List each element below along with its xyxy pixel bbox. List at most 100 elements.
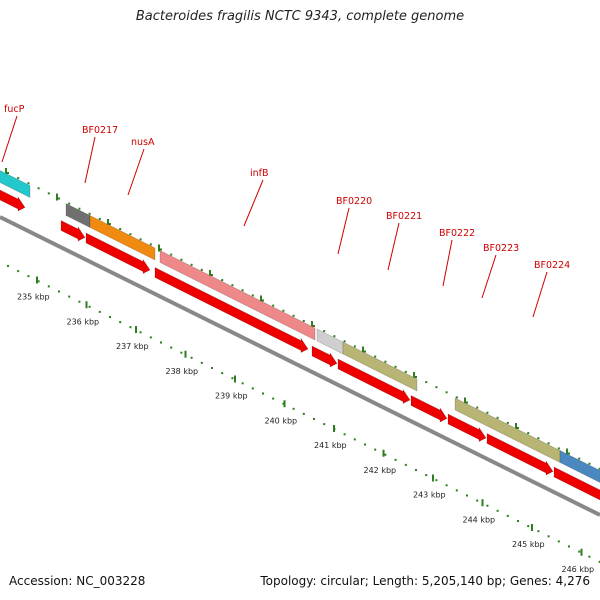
ruler-dot (262, 392, 264, 395)
cds-arrow (85, 232, 151, 274)
gene-label-bf0222[interactable]: BF0222 (439, 228, 475, 239)
ruler-dot (404, 370, 407, 373)
ruler-dot (262, 299, 264, 302)
ruler-dot (7, 265, 9, 267)
ruler-dot (241, 382, 244, 385)
gene-label-nusa[interactable]: nusA (131, 137, 155, 148)
ruler-dot (588, 555, 591, 558)
ruler-dot (415, 376, 417, 378)
kbp-tick-label: 246 kbp (562, 565, 595, 574)
ruler-dot (537, 530, 540, 533)
ruler-dot (568, 452, 570, 455)
ruler-dot (200, 361, 203, 364)
gene-label-bf0217[interactable]: BF0217 (82, 125, 118, 136)
gene-leader-line (337, 207, 350, 255)
cds-arrow (311, 345, 338, 368)
cds-arrow (447, 413, 487, 442)
ruler-dot (455, 489, 458, 492)
gene-label-bf0223[interactable]: BF0223 (483, 243, 519, 254)
cds-arrow (553, 466, 600, 501)
kbp-tick-label: 242 kbp (364, 466, 397, 475)
ruler-dot (384, 453, 387, 456)
ruler-dot (160, 248, 162, 251)
ruler-dot (139, 238, 142, 241)
ruler-dot (404, 463, 407, 466)
gene-leader-line (481, 254, 497, 299)
gene-labels: fucP BF0217 nusA infB BF0220 BF0221 BF0222 BF02… (1, 104, 570, 318)
gene-bar-bf0221 (342, 341, 418, 392)
ruler-dot (302, 319, 305, 322)
ruler-dot (466, 401, 468, 404)
ruler-dot (98, 217, 101, 220)
ruler-dot (27, 182, 30, 185)
ruler-dot (272, 304, 275, 307)
ruler-dot (313, 325, 315, 327)
ruler-dot (78, 207, 81, 210)
ruler-dot (88, 212, 91, 215)
kbp-tick-label: 244 kbp (463, 515, 496, 524)
ruler-dot (343, 433, 346, 436)
ruler-dot (170, 253, 173, 256)
ruler-dot (466, 494, 468, 497)
kbp-tick-label: 235 kbp (17, 293, 50, 302)
ruler-dot (527, 525, 530, 528)
ruler-dot (486, 504, 489, 507)
ruler-dot (88, 305, 91, 308)
ruler-dot (384, 360, 387, 363)
ruler-dot (374, 448, 377, 451)
cds-arrow (0, 189, 26, 212)
ruler-dot (394, 365, 397, 368)
gene-leader-line (127, 148, 145, 196)
ruler-dot (394, 458, 397, 461)
ruler-dot (200, 268, 203, 271)
ruler-dot (364, 350, 366, 353)
gene-bar-bf0224 (559, 450, 600, 483)
ruler-dot (425, 381, 428, 384)
gene-label-bf0224[interactable]: BF0224 (534, 260, 570, 271)
ruler-dot (129, 233, 132, 236)
ruler-dot (241, 289, 244, 292)
gene-leader-line (532, 271, 548, 318)
ruler-dot (496, 416, 499, 419)
ruler-dot (547, 535, 550, 538)
gene-label-infb[interactable]: infB (250, 168, 269, 179)
ruler-dot (496, 509, 499, 512)
ruler-dot (190, 356, 193, 359)
ruler-dot (251, 294, 254, 297)
gene-leader-line (243, 179, 264, 227)
ruler-dot (415, 469, 417, 471)
ruler-dot (364, 443, 366, 446)
ruler-dot (231, 284, 234, 287)
ruler-dot (578, 550, 581, 553)
kbp-tick-label: 245 kbp (512, 540, 545, 549)
ruler-dot (578, 457, 581, 460)
ruler-dot (353, 345, 356, 348)
kbp-tick-label: 238 kbp (166, 367, 199, 376)
ruler-dot (557, 447, 560, 450)
ruler-dot (251, 387, 254, 390)
ruler-dot (353, 438, 356, 441)
ruler-dot (68, 202, 71, 205)
gene-label-fucp[interactable]: fucP (4, 104, 25, 115)
ruler-dot (272, 397, 275, 400)
ruler-dot (7, 172, 9, 174)
gene-bar-bf0217 (65, 203, 91, 228)
ruler-dot (527, 432, 530, 435)
ruler-dot (17, 177, 20, 180)
ruler-dot (58, 290, 60, 293)
ruler-dot (17, 270, 20, 273)
gene-leader-line (442, 239, 453, 287)
gene-label-bf0221[interactable]: BF0221 (386, 211, 422, 222)
kbp-tick-label: 239 kbp (215, 392, 248, 401)
ruler-dot (435, 479, 438, 482)
ruler-dot (435, 386, 438, 389)
ruler-dot (109, 316, 111, 318)
ruler-dot (445, 391, 448, 394)
gene-label-bf0220[interactable]: BF0220 (336, 196, 372, 207)
ruler-dot (149, 336, 152, 339)
ruler-dot (211, 274, 213, 276)
genome-backbone (0, 215, 600, 517)
ruler-dot (476, 406, 479, 409)
ruler-dot (139, 331, 142, 334)
